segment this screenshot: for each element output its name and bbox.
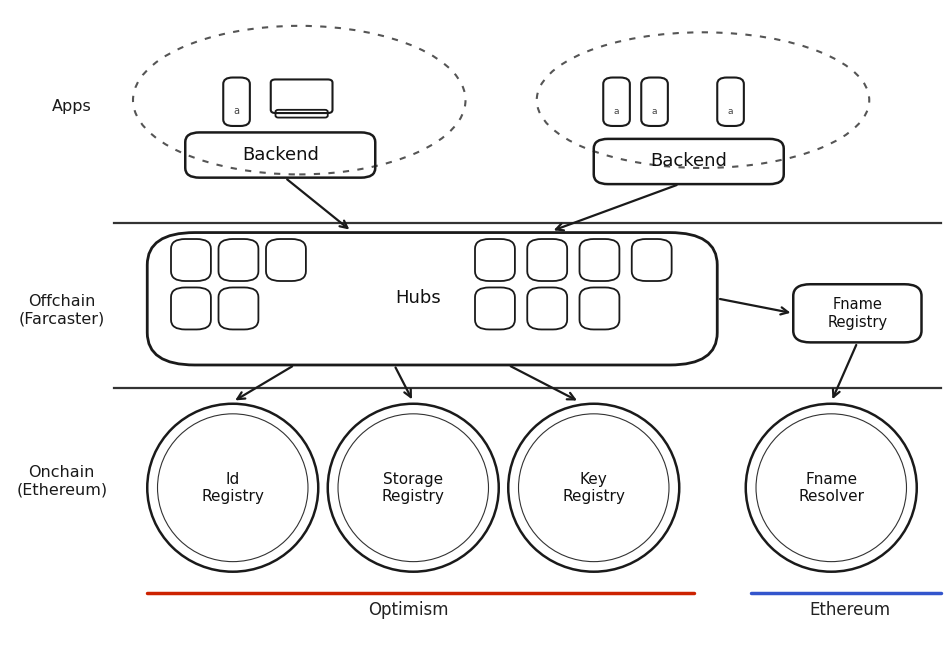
Text: Fname
Registry: Fname Registry [827,297,887,329]
Text: Offchain
(Farcaster): Offchain (Farcaster) [19,294,104,326]
Text: Fname
Resolver: Fname Resolver [798,472,864,504]
Text: Backend: Backend [242,146,318,164]
Text: Apps: Apps [51,99,91,114]
Text: a: a [614,107,619,116]
Text: Backend: Backend [651,152,727,171]
Text: a: a [652,107,657,116]
Text: Key
Registry: Key Registry [562,472,625,504]
Text: Ethereum: Ethereum [809,601,891,620]
Text: Optimism: Optimism [369,601,448,620]
Text: Hubs: Hubs [395,289,441,307]
Text: Onchain
(Ethereum): Onchain (Ethereum) [16,465,107,497]
Text: Id
Registry: Id Registry [201,472,264,504]
Text: a: a [234,107,239,116]
Text: a: a [728,107,733,116]
Text: Storage
Registry: Storage Registry [382,472,445,504]
